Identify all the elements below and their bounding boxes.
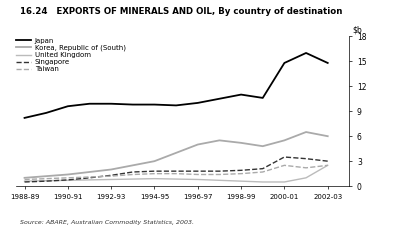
Taiwan bbox=[87, 176, 92, 178]
Singapore bbox=[304, 157, 308, 160]
Line: Taiwan: Taiwan bbox=[25, 165, 328, 180]
Korea, Republic of (South) bbox=[87, 171, 92, 173]
Japan bbox=[66, 105, 70, 108]
United Kingdom bbox=[109, 178, 114, 181]
Line: United Kingdom: United Kingdom bbox=[25, 165, 328, 182]
Korea, Republic of (South) bbox=[325, 135, 330, 138]
Korea, Republic of (South) bbox=[304, 131, 308, 133]
United Kingdom bbox=[239, 180, 243, 183]
United Kingdom bbox=[66, 179, 70, 182]
Text: $b: $b bbox=[353, 26, 362, 35]
Line: Japan: Japan bbox=[25, 53, 328, 118]
Korea, Republic of (South) bbox=[131, 164, 135, 167]
Singapore bbox=[131, 171, 135, 173]
Singapore bbox=[282, 156, 287, 158]
Taiwan bbox=[109, 175, 114, 178]
Taiwan bbox=[152, 172, 157, 175]
United Kingdom bbox=[152, 177, 157, 180]
Korea, Republic of (South) bbox=[152, 160, 157, 163]
United Kingdom bbox=[282, 181, 287, 183]
United Kingdom bbox=[22, 180, 27, 183]
Korea, Republic of (South) bbox=[217, 139, 222, 142]
Taiwan bbox=[260, 171, 265, 173]
Taiwan bbox=[22, 178, 27, 181]
Singapore bbox=[87, 176, 92, 179]
Singapore bbox=[44, 180, 48, 183]
Korea, Republic of (South) bbox=[174, 151, 179, 154]
Taiwan bbox=[282, 164, 287, 167]
Singapore bbox=[22, 181, 27, 183]
United Kingdom bbox=[217, 179, 222, 182]
Taiwan bbox=[195, 173, 200, 176]
Taiwan bbox=[131, 173, 135, 176]
Japan bbox=[22, 116, 27, 119]
Taiwan bbox=[304, 166, 308, 169]
United Kingdom bbox=[174, 178, 179, 180]
Japan bbox=[44, 111, 48, 114]
Singapore bbox=[152, 170, 157, 173]
Text: Source: ABARE, Australian Commodity Statistics, 2003.: Source: ABARE, Australian Commodity Stat… bbox=[20, 220, 194, 225]
Japan bbox=[260, 96, 265, 99]
Singapore bbox=[174, 170, 179, 173]
Korea, Republic of (South) bbox=[44, 175, 48, 178]
Korea, Republic of (South) bbox=[66, 173, 70, 176]
Taiwan bbox=[66, 176, 70, 179]
Korea, Republic of (South) bbox=[22, 176, 27, 179]
United Kingdom bbox=[304, 176, 308, 179]
Singapore bbox=[66, 178, 70, 181]
Japan bbox=[152, 103, 157, 106]
Japan bbox=[174, 104, 179, 107]
Korea, Republic of (South) bbox=[109, 168, 114, 171]
Singapore bbox=[325, 160, 330, 163]
Japan bbox=[87, 102, 92, 105]
Taiwan bbox=[239, 172, 243, 175]
Japan bbox=[131, 103, 135, 106]
Taiwan bbox=[44, 177, 48, 180]
Line: Korea, Republic of (South): Korea, Republic of (South) bbox=[25, 132, 328, 178]
Singapore bbox=[217, 170, 222, 173]
Singapore bbox=[260, 167, 265, 170]
Japan bbox=[239, 93, 243, 96]
Japan bbox=[282, 62, 287, 64]
Singapore bbox=[195, 170, 200, 173]
United Kingdom bbox=[87, 178, 92, 181]
Korea, Republic of (South) bbox=[260, 145, 265, 148]
Korea, Republic of (South) bbox=[239, 141, 243, 144]
Singapore bbox=[239, 169, 243, 172]
Japan bbox=[217, 97, 222, 100]
Text: 16.24   EXPORTS OF MINERALS AND OIL, By country of destination: 16.24 EXPORTS OF MINERALS AND OIL, By co… bbox=[20, 7, 342, 16]
United Kingdom bbox=[131, 178, 135, 180]
Legend: Japan, Korea, Republic of (South), United Kingdom, Singapore, Taiwan: Japan, Korea, Republic of (South), Unite… bbox=[16, 38, 125, 72]
Japan bbox=[325, 62, 330, 64]
Korea, Republic of (South) bbox=[282, 139, 287, 142]
Singapore bbox=[109, 174, 114, 177]
Taiwan bbox=[217, 173, 222, 176]
Taiwan bbox=[174, 172, 179, 175]
United Kingdom bbox=[325, 164, 330, 167]
Japan bbox=[304, 52, 308, 54]
Japan bbox=[195, 101, 200, 104]
United Kingdom bbox=[260, 181, 265, 183]
United Kingdom bbox=[44, 179, 48, 182]
United Kingdom bbox=[195, 178, 200, 181]
Korea, Republic of (South) bbox=[195, 143, 200, 146]
Japan bbox=[109, 102, 114, 105]
Taiwan bbox=[325, 164, 330, 167]
Line: Singapore: Singapore bbox=[25, 157, 328, 182]
